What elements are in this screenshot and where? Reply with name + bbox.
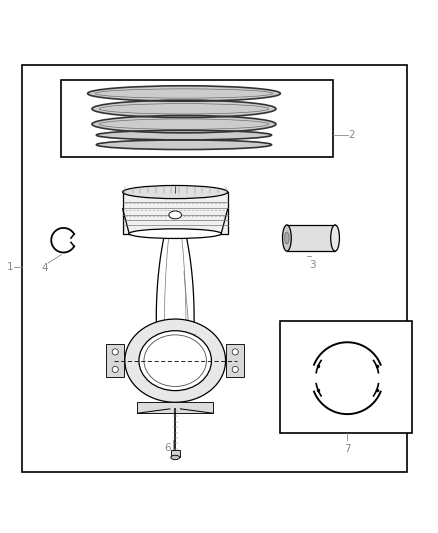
- Ellipse shape: [139, 330, 212, 391]
- Text: 7: 7: [344, 444, 351, 454]
- Ellipse shape: [92, 116, 276, 133]
- Ellipse shape: [96, 130, 272, 140]
- Circle shape: [232, 349, 238, 355]
- Ellipse shape: [88, 86, 280, 101]
- Bar: [61, 80, 333, 157]
- Bar: [22, 65, 407, 472]
- Bar: [138, 402, 213, 413]
- Text: 5: 5: [191, 334, 197, 344]
- Bar: [171, 449, 180, 457]
- Ellipse shape: [129, 229, 222, 238]
- Ellipse shape: [96, 140, 272, 150]
- Text: 1: 1: [7, 262, 13, 271]
- Ellipse shape: [169, 211, 181, 219]
- Text: 2: 2: [348, 130, 355, 140]
- Ellipse shape: [125, 319, 226, 402]
- Circle shape: [232, 366, 238, 373]
- Bar: [106, 344, 124, 377]
- Bar: [280, 321, 412, 433]
- Circle shape: [112, 349, 118, 355]
- Ellipse shape: [283, 225, 291, 251]
- Bar: [287, 225, 335, 251]
- Bar: [226, 344, 244, 377]
- Circle shape: [112, 366, 118, 373]
- Ellipse shape: [171, 455, 180, 459]
- Ellipse shape: [92, 100, 276, 117]
- Bar: [123, 192, 228, 233]
- Text: 3: 3: [309, 260, 315, 270]
- Ellipse shape: [331, 225, 339, 251]
- Text: 6: 6: [164, 442, 171, 453]
- Ellipse shape: [285, 232, 289, 244]
- Text: 4: 4: [42, 263, 48, 273]
- Ellipse shape: [123, 185, 228, 199]
